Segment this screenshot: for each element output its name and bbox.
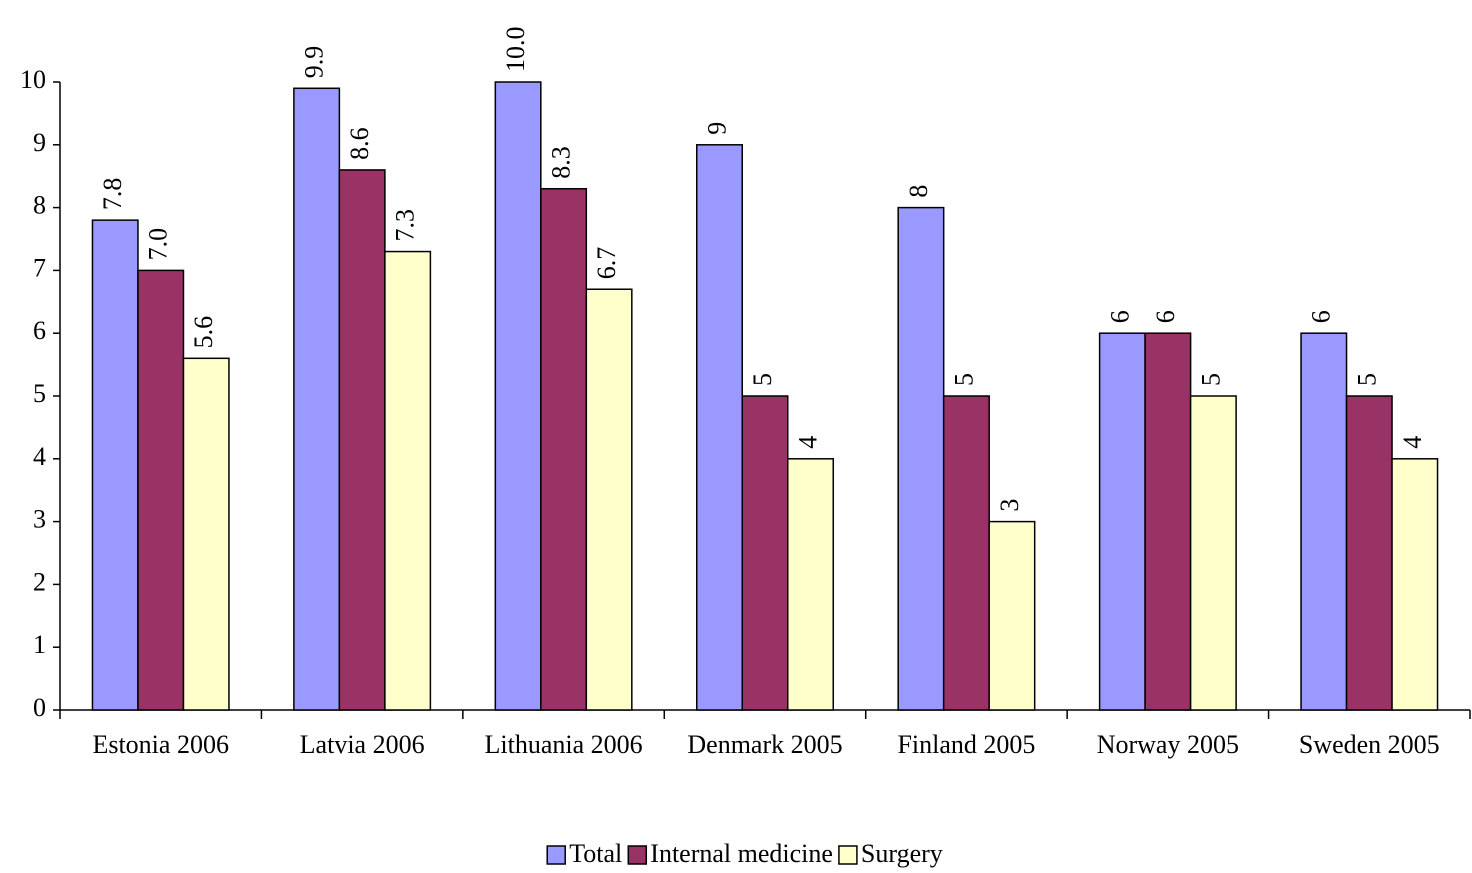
legend-label: Surgery [861, 839, 943, 868]
data-label: 5 [1196, 373, 1225, 386]
data-label: 5 [949, 373, 978, 386]
bar [942, 395, 990, 711]
x-tick-label: Finland 2005 [897, 730, 1035, 759]
x-tick-label: Denmark 2005 [687, 730, 842, 759]
bar [293, 87, 341, 711]
bar [897, 206, 945, 711]
y-tick-label: 1 [33, 630, 46, 659]
data-label: 3 [995, 499, 1024, 512]
data-label: 4 [793, 436, 822, 449]
legend-swatch [838, 845, 858, 865]
bar [137, 269, 185, 711]
data-label: 9.9 [300, 46, 329, 79]
y-tick-label: 2 [33, 567, 46, 596]
bar [787, 458, 834, 711]
bar [91, 219, 139, 711]
data-label: 8.3 [547, 146, 576, 179]
y-tick-label: 0 [33, 693, 46, 722]
legend-swatch [546, 845, 566, 865]
data-label: 6 [1151, 310, 1180, 323]
y-tick-label: 8 [33, 191, 46, 220]
y-tick-label: 5 [33, 379, 46, 408]
x-tick-label: Lithuania 2006 [485, 730, 643, 759]
y-tick-label: 10 [20, 65, 46, 94]
data-label: 5.6 [189, 316, 218, 349]
data-label: 6 [1307, 310, 1336, 323]
legend-label: Internal medicine [650, 839, 833, 868]
y-tick-label: 6 [33, 316, 46, 345]
data-label: 5 [748, 373, 777, 386]
legend-swatch [627, 845, 648, 865]
bar [696, 144, 743, 711]
bar [494, 81, 542, 711]
data-label: 6 [1105, 310, 1134, 323]
bar [540, 188, 588, 711]
bar [1189, 395, 1237, 711]
legend-label: Total [569, 839, 622, 868]
data-label: 7.8 [98, 178, 127, 211]
data-label: 4 [1398, 436, 1427, 449]
bar [182, 357, 230, 711]
x-tick-label: Latvia 2006 [300, 730, 425, 759]
bar [741, 395, 789, 711]
data-label: 5 [1352, 373, 1381, 386]
data-label: 9 [702, 122, 731, 135]
x-tick-label: Sweden 2005 [1299, 730, 1440, 759]
bar [1144, 332, 1192, 711]
bar [338, 169, 386, 711]
x-tick-label: Estonia 2006 [92, 730, 229, 759]
data-label: 8 [904, 185, 933, 198]
y-tick-label: 7 [33, 253, 46, 282]
data-label: 7.0 [144, 228, 173, 261]
data-label: 10.0 [501, 27, 530, 73]
bar [1345, 395, 1393, 711]
bar [585, 288, 633, 711]
data-label: 6.7 [592, 247, 621, 280]
data-label: 8.6 [345, 127, 374, 160]
bar [1391, 458, 1439, 711]
bar [1098, 332, 1146, 711]
x-tick-label: Norway 2005 [1097, 730, 1239, 759]
y-tick-label: 3 [33, 505, 46, 534]
bar [1300, 332, 1348, 711]
y-tick-label: 9 [33, 128, 46, 157]
bar [384, 250, 432, 711]
y-tick-label: 4 [33, 442, 46, 471]
data-label: 7.3 [391, 209, 420, 242]
bar [988, 520, 1036, 711]
